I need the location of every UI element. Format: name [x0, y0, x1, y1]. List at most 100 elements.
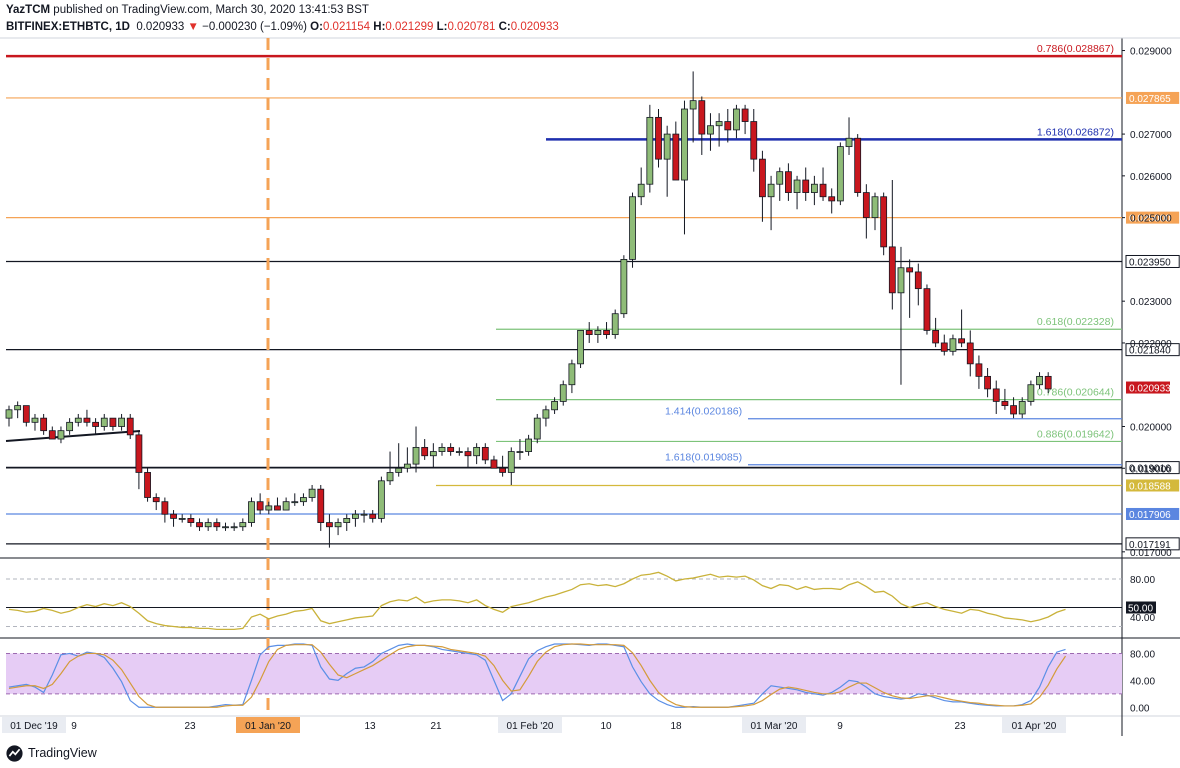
- candle-body: [1027, 384, 1035, 402]
- candle-body: [196, 522, 203, 528]
- candle-body: [326, 522, 333, 528]
- candle-body: [958, 338, 965, 344]
- level-badge-label: 0.017906: [1129, 510, 1171, 521]
- x-tick-label: 23: [954, 721, 966, 732]
- x-tick-label: 01 Mar '20: [751, 721, 798, 732]
- candle-body: [871, 196, 879, 219]
- candle-body: [802, 179, 810, 193]
- candle-body: [152, 497, 160, 503]
- candle-body: [681, 108, 688, 181]
- y-tick-label: 0.020000: [1130, 423, 1172, 434]
- candle-body: [854, 137, 862, 193]
- candle-body: [715, 121, 723, 127]
- level-badge-label: 0.023950: [1129, 257, 1171, 268]
- current-price-label: 0.020933: [1129, 384, 1171, 395]
- rsi-badge: [1126, 601, 1156, 614]
- y-tick-label: 0.019000: [1130, 464, 1172, 475]
- candle-body: [828, 196, 836, 202]
- y-tick-label: 0.017000: [1130, 548, 1172, 559]
- candle-body: [819, 183, 827, 198]
- stoch-tick-label: 80.00: [1130, 649, 1155, 660]
- candle-body: [22, 405, 30, 423]
- down-triangle-icon: ▼: [187, 21, 199, 33]
- candle-body: [170, 513, 177, 519]
- symbol-label[interactable]: BITFINEX:ETHBTC, 1D: [6, 21, 130, 33]
- level-badge: [1126, 479, 1180, 492]
- candle-body: [733, 108, 740, 131]
- horizontal-levels: 0.786(0.028867) 0.027865 1.618(0.026872) 0.…: [5, 38, 1180, 714]
- candle-body: [767, 183, 775, 198]
- candle-body: [646, 116, 654, 185]
- candle-body: [741, 108, 749, 122]
- candle-body: [1001, 401, 1009, 407]
- low-value: 0.020781: [447, 21, 496, 33]
- candles: [5, 71, 1052, 548]
- x-tick-label: 13: [364, 721, 376, 732]
- candle-body: [118, 417, 125, 427]
- level-badge-label: 0.027865: [1129, 94, 1171, 105]
- candle-body: [1044, 375, 1052, 390]
- high-label: H:: [373, 21, 386, 33]
- candle-body: [66, 421, 74, 432]
- candle-body: [845, 137, 853, 148]
- stoch-rsi-pane: 80.00 40.00 0.00: [6, 643, 1155, 714]
- candle-body: [204, 522, 212, 528]
- candle-body: [1010, 405, 1017, 415]
- candle-body: [222, 526, 229, 529]
- candle-body: [126, 417, 134, 436]
- x-tick-label: 21: [430, 721, 442, 732]
- candle-body: [57, 430, 65, 440]
- author-name[interactable]: YazTCM: [6, 4, 51, 16]
- level-badge: [1126, 91, 1180, 104]
- candle-body: [248, 501, 255, 523]
- level-badge: [1125, 254, 1180, 268]
- x-tick-label: 10: [600, 721, 612, 732]
- candle-body: [862, 192, 870, 219]
- candle-body: [464, 451, 472, 457]
- tradingview-logo-icon[interactable]: [6, 744, 23, 762]
- y-tick-label: 0.027000: [1130, 130, 1172, 141]
- candle-body: [568, 363, 576, 386]
- x-tick-label: 9: [837, 721, 843, 732]
- close-label: C:: [498, 21, 511, 33]
- rsi-tick-label: 40.00: [1130, 613, 1155, 624]
- candle-body: [429, 451, 437, 457]
- candle-body: [637, 183, 645, 198]
- candle-body: [707, 125, 714, 135]
- candle-body: [447, 446, 455, 452]
- candle-body: [940, 342, 948, 352]
- y-tick-label: 0.026000: [1130, 172, 1172, 183]
- x-tick-label: 9: [71, 721, 77, 732]
- y-tick-label: 0.022000: [1130, 339, 1172, 350]
- level-badge: [1125, 343, 1180, 357]
- candle-body: [343, 518, 351, 523]
- low-label: L:: [436, 21, 448, 33]
- open-label: O:: [310, 21, 323, 33]
- candle-body: [698, 100, 706, 135]
- candle-body: [334, 522, 342, 528]
- candle-body: [274, 505, 281, 511]
- candle-body: [100, 417, 108, 427]
- fib-label: 1.414(0.020186): [665, 406, 742, 418]
- candle-body: [308, 488, 316, 498]
- candle-body: [230, 526, 238, 529]
- candle-body: [888, 246, 896, 294]
- x-tick-label: 01 Jan '20: [245, 721, 291, 732]
- candle-body: [395, 467, 403, 473]
- stoch-band: [6, 653, 1122, 694]
- candle-body: [594, 330, 602, 335]
- main-pane-bg: [0, 38, 1122, 556]
- rsi-tick-label: 80.00: [1130, 575, 1155, 586]
- candle-body: [92, 421, 99, 427]
- footer-brand[interactable]: TradingView: [28, 746, 97, 760]
- candle-body: [317, 488, 325, 523]
- candle-body: [966, 342, 974, 365]
- candle-body: [265, 505, 273, 511]
- candle-body: [14, 405, 22, 411]
- level-badge-label: 0.025000: [1129, 214, 1171, 225]
- axes: 0.029000 0.027000 0.026000 0.025000 0.023000…: [2, 47, 1172, 733]
- candle-body: [360, 513, 368, 516]
- candle-body: [421, 446, 429, 457]
